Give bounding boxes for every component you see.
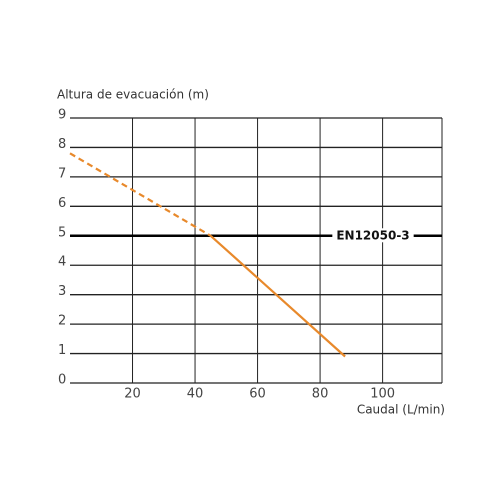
y-tick-label: 9 <box>58 108 66 123</box>
y-tick-label: 0 <box>58 373 66 388</box>
y-tick-label: 6 <box>58 196 66 211</box>
y-tick-label: 4 <box>58 255 66 270</box>
y-tick-label: 5 <box>58 225 66 240</box>
x-tick-label: 20 <box>124 387 141 402</box>
x-tick-label: 40 <box>187 387 204 402</box>
x-tick-label: 100 <box>370 387 395 402</box>
x-tick-label: 80 <box>312 387 329 402</box>
y-tick-label: 8 <box>58 137 66 152</box>
x-axis-title: Caudal (L/min) <box>357 403 445 417</box>
x-tick-label: 60 <box>249 387 266 402</box>
y-tick-label: 2 <box>58 314 66 329</box>
reference-label: EN12050-3 <box>336 228 409 242</box>
reference-label-bg <box>332 228 414 243</box>
y-tick-label: 3 <box>58 284 66 299</box>
y-tick-label: 1 <box>58 343 66 358</box>
series-line <box>69 152 212 237</box>
y-axis-title: Altura de evacuación (m) <box>57 88 209 102</box>
series-line <box>209 234 346 358</box>
y-tick-label: 7 <box>58 166 66 181</box>
